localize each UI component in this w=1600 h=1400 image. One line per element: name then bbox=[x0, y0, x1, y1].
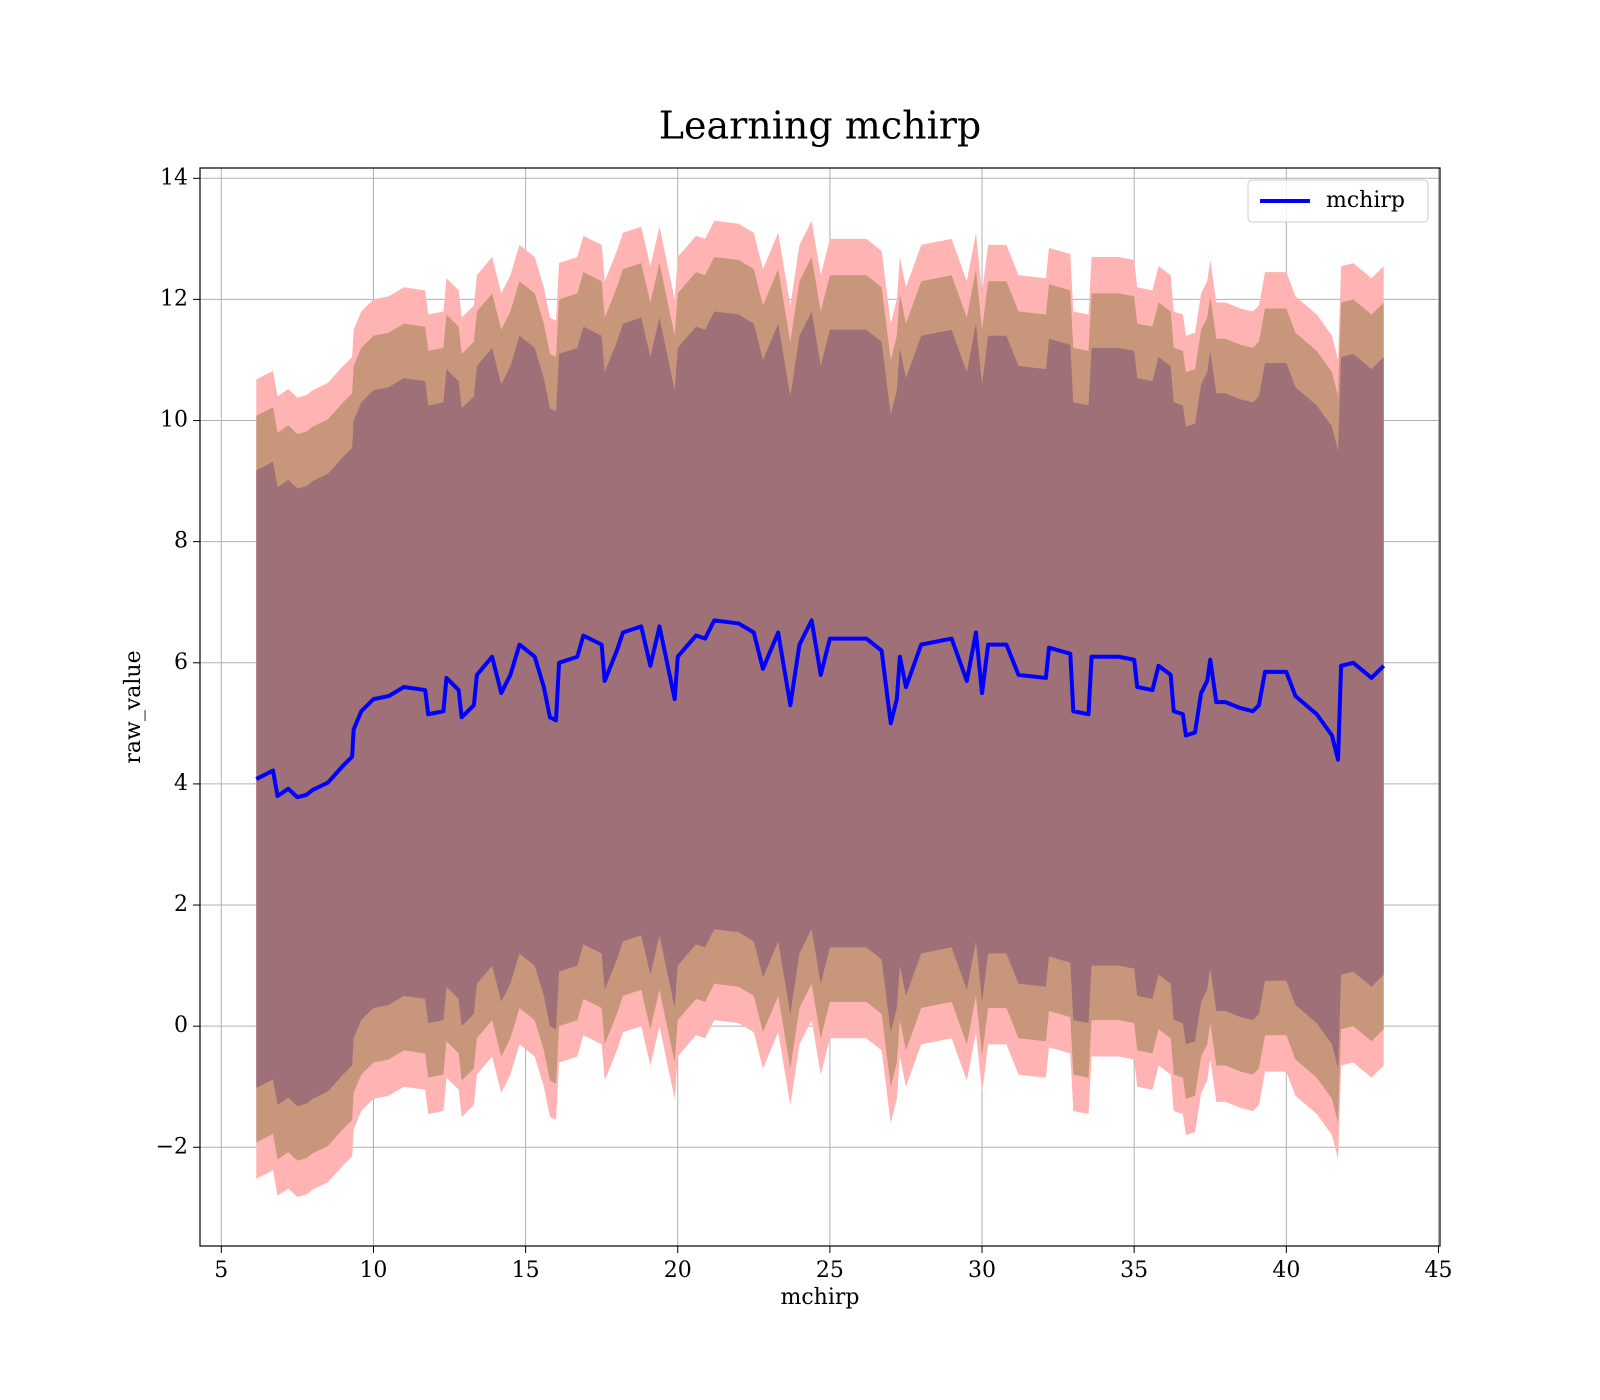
y-tick-label: 10 bbox=[160, 408, 188, 433]
x-tick-label: 10 bbox=[359, 1258, 387, 1283]
x-tick-label: 35 bbox=[1120, 1258, 1148, 1283]
band bbox=[256, 311, 1384, 1107]
x-axis-label: mchirp bbox=[781, 1285, 860, 1310]
y-tick-label: 0 bbox=[174, 1013, 188, 1038]
legend-label: mchirp bbox=[1326, 188, 1405, 213]
chart-title: Learning mchirp bbox=[659, 104, 981, 148]
x-tick-label: 30 bbox=[968, 1258, 996, 1283]
y-tick-label: −2 bbox=[156, 1134, 188, 1159]
y-tick-label: 2 bbox=[174, 892, 188, 917]
plot-frame bbox=[199, 167, 1441, 1247]
y-tick-label: 14 bbox=[160, 165, 188, 190]
x-tick-label: 5 bbox=[214, 1258, 228, 1283]
y-tick-label: 4 bbox=[174, 771, 188, 796]
x-tick-label: 25 bbox=[816, 1258, 844, 1283]
line bbox=[255, 618, 1386, 800]
x-tick-label: 20 bbox=[664, 1258, 692, 1283]
y-axis-label: raw_value bbox=[121, 650, 146, 763]
x-tick-label: 15 bbox=[512, 1258, 540, 1283]
y-tick-label: 6 bbox=[174, 650, 188, 675]
legend: mchirp bbox=[1247, 179, 1429, 223]
y-tick-label: 12 bbox=[160, 286, 188, 311]
x-tick-label: 40 bbox=[1272, 1258, 1300, 1283]
legend-box bbox=[1247, 179, 1429, 223]
x-tick-label: 45 bbox=[1424, 1258, 1452, 1283]
y-tick-label: 8 bbox=[174, 529, 188, 554]
